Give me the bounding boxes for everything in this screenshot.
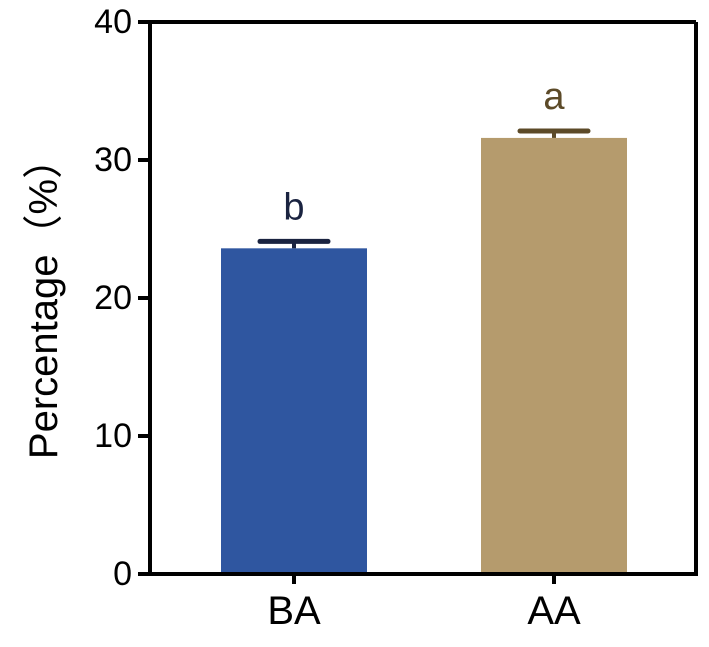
- y-tick-label: 0: [113, 555, 132, 593]
- significance-label-ba: b: [283, 186, 304, 228]
- y-tick-label: 10: [94, 417, 132, 455]
- plot-area: b BA a AA 0 10 20 30 40: [94, 3, 698, 633]
- y-tick-label: 30: [94, 141, 132, 179]
- x-tick-label-ba: BA: [267, 589, 321, 633]
- x-tick-label-aa: AA: [527, 589, 581, 633]
- y-axis-title: Percentage（%）: [22, 139, 66, 459]
- bar-aa: [481, 137, 627, 575]
- bar-ba: [221, 248, 367, 574]
- y-tick-label: 20: [94, 279, 132, 317]
- significance-label-aa: a: [543, 76, 565, 118]
- y-tick-label: 40: [94, 3, 132, 41]
